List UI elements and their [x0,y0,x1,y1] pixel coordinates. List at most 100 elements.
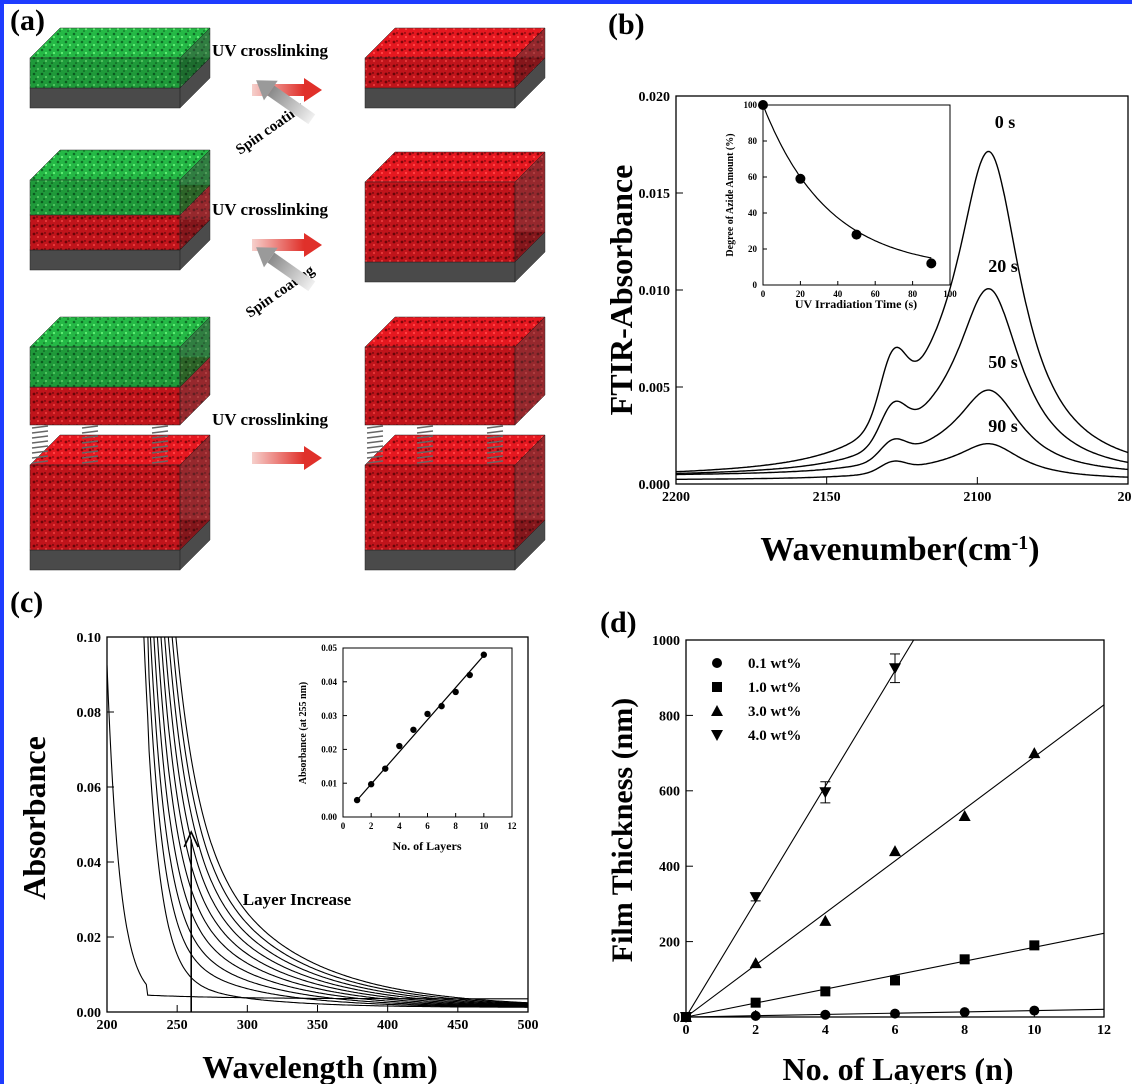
linker-coil [31,450,49,454]
c-ytick-label: 0.10 [77,631,102,646]
linker-coil [366,430,384,434]
d-legend-label: 0.1 wt% [748,656,801,672]
c-inset-plot-frame [342,647,513,818]
c-inset-xtick-label: 2 [369,821,374,831]
linker-coil [486,450,504,454]
c-xtick-label: 250 [167,1018,188,1033]
b-inset-xtick-label: 0 [761,289,766,299]
step-uv-1: UV crosslinking [212,41,329,60]
stack-r2-left-layer-1-front [29,179,181,216]
b-x-axis-label-close: ) [1028,531,1039,568]
stack-r3-left-layer-0-shade [180,435,210,550]
spin-arrow-1 [256,80,316,125]
stack-r3-right-layer-2 [364,316,546,426]
stack-r2-left-layer-1-shade [180,150,210,215]
d-fit-line [686,932,1104,1017]
stack-r3-right-layer-0-front [364,464,516,551]
linker-coil [416,455,434,459]
b-series-line [676,443,1129,480]
linker-coil [416,435,434,439]
d-point [680,1012,692,1023]
d-point [1028,747,1041,759]
step-uv-2: UV crosslinking [212,200,329,219]
b-inset-xtick-label: 20 [796,289,806,299]
linker-coil [486,440,504,444]
linker-coil [151,455,169,459]
d-x-axis-label: No. of Layers (n) [782,1051,1013,1084]
linker-coil [366,450,384,454]
d-point [959,1007,970,1018]
stack-r1-left-layer-0-top [29,27,211,59]
c-inset-ytick-label: 0.01 [321,778,337,788]
linker-coil [81,440,99,444]
linker-coil [31,425,49,429]
b-ytick-label: 0.005 [639,381,671,396]
b-x-axis-label-sup: -1 [1012,532,1029,554]
c-arrow-head [183,830,199,848]
b-series-label: 50 s [988,352,1018,372]
linker-coil [151,440,169,444]
stack-r3-left-layer-3-shade [180,317,210,387]
c-inset-xtick-label: 8 [453,821,458,831]
stack-r3-left-substrate-front [29,549,181,571]
b-xtick-label: 2150 [813,490,841,505]
c-inset-point [353,796,361,804]
d-ytick-label: 800 [659,709,680,724]
stack-r3-left-layer-3 [29,316,211,388]
b-inset-ytick-label: 0 [753,280,758,290]
panel-b-label: (b) [608,8,645,41]
linker-coil [416,445,434,449]
c-inset-point [452,688,459,696]
uv-arrow-3 [252,446,322,470]
c-inset-xtick-label: 12 [508,821,518,831]
d-point [820,1009,831,1020]
d-point [890,975,900,986]
linker-coil [81,425,99,429]
d-xtick-label: 8 [961,1023,968,1038]
c-inset-fit-line [356,655,485,801]
stack-r1-right-layer-0-front [364,57,516,89]
stack-r2-left-layer-0-front [29,214,181,251]
linker-coil [31,440,49,444]
linker-coil [81,455,99,459]
c-inset-ytick-label: 0.00 [321,812,337,822]
linker-coil [31,455,49,459]
stack-r3-left-layer-0-top [29,434,211,466]
stack-r1-right-layer-0-shade [515,28,545,88]
stack-r3-right-layer-0 [364,434,546,551]
stack-r2-right-layer-0-front [364,181,516,263]
stack-r3-right-layer-2-side [514,316,546,426]
d-ytick-label: 600 [659,785,680,800]
stack-r3-right-layer-2-top [364,316,546,348]
c-series-line [164,637,528,1006]
stack-r3-left-layer-3-front [29,346,181,388]
linker-coil [486,455,504,459]
d-point [750,997,761,1008]
d-fit-lines [686,640,1104,1017]
linker-coil [31,445,49,449]
stack-r1-right-substrate-shade [515,58,545,108]
d-xtick-label: 4 [822,1023,829,1038]
spin-arrow-shaft [267,85,316,125]
d-point [749,957,762,969]
c-series-line [171,637,528,1005]
linker-coil [81,450,99,454]
d-ytick-label: 0 [673,1011,680,1026]
panel-a-label: (a) [10,4,45,37]
c-xtick-label: 400 [377,1018,398,1033]
b-inset-xtick-label: 80 [908,289,918,299]
stack-r2-right-substrate-front [364,261,516,283]
b-series-label: 0 s [995,112,1016,132]
c-inset-ytick-label: 0.02 [321,745,337,755]
linker-coil [416,460,434,464]
c-y-axis-label: Absorbance [16,736,52,900]
c-inset-xtick-label: 6 [425,821,430,831]
d-legend-label: 1.0 wt% [748,680,801,696]
b-inset-xtick-label: 100 [943,289,957,299]
stack-r3-left-layer-2-shade [180,357,210,425]
linker-coil [416,430,434,434]
b-inset-ytick-label: 40 [748,208,758,218]
c-inset-point [424,710,431,718]
d-legend-marker [712,682,722,692]
d-legend-marker [711,705,723,716]
